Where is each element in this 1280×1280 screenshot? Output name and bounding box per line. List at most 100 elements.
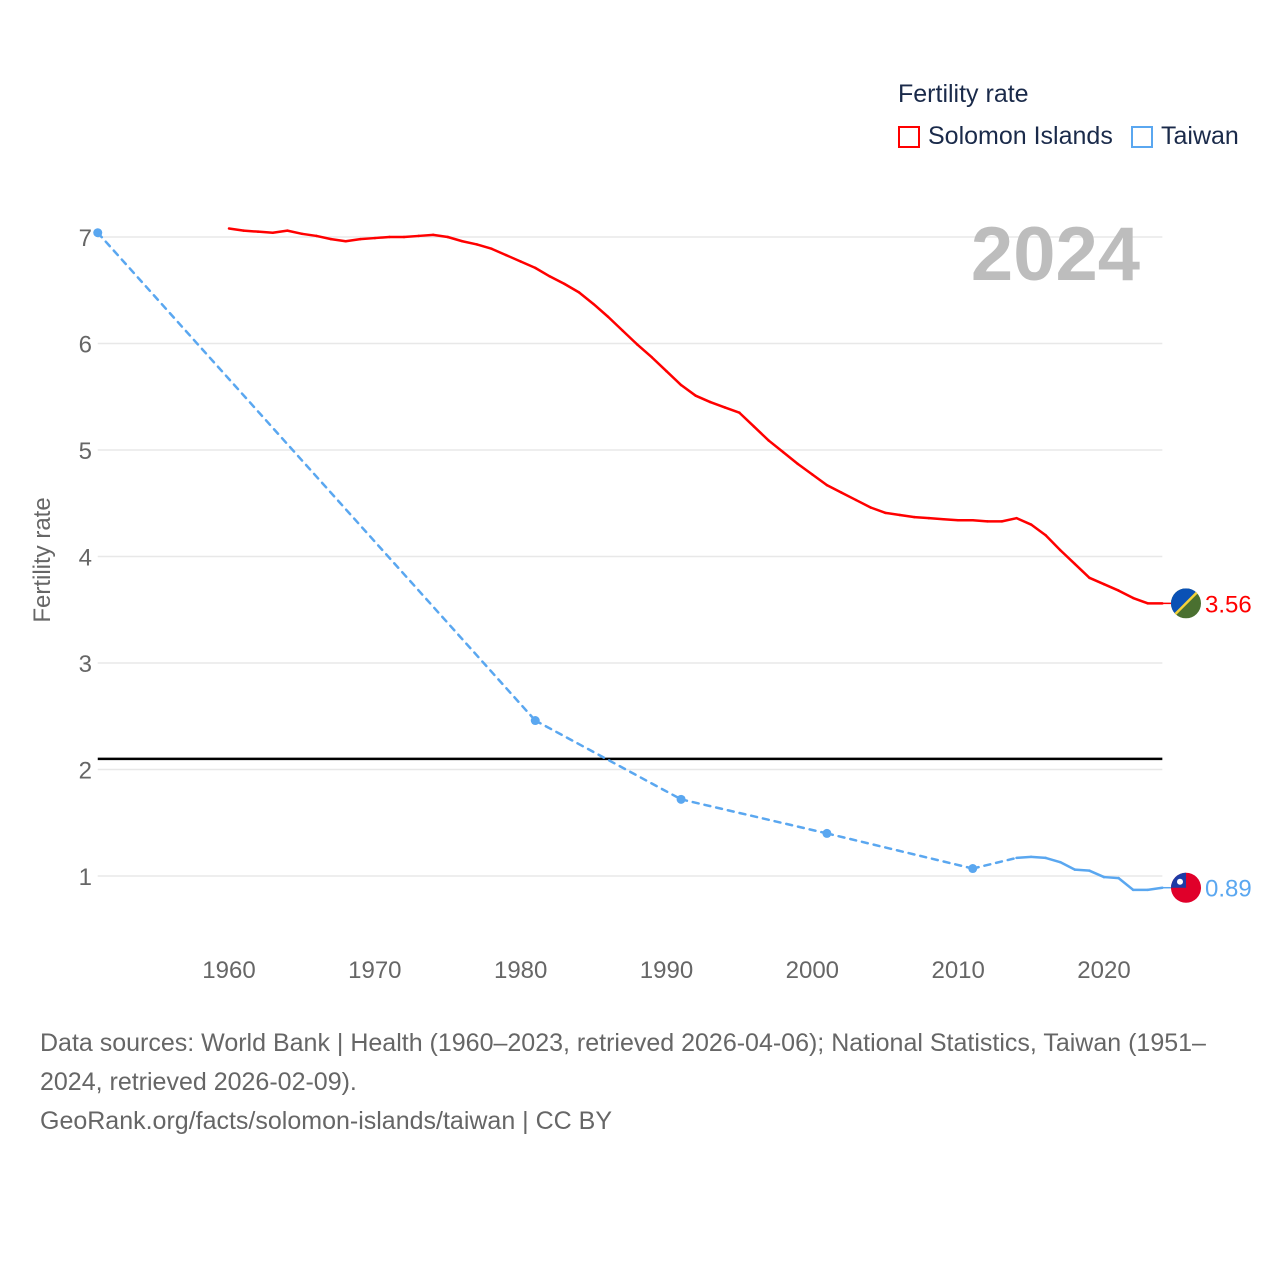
series-segment bbox=[417, 233, 435, 238]
series-segment bbox=[1146, 886, 1164, 892]
x-tick-label: 1960 bbox=[202, 957, 255, 984]
series-segment bbox=[490, 247, 508, 257]
data-sources: Data sources: World Bank | Health (1960–… bbox=[40, 1029, 1206, 1096]
series-segment bbox=[227, 227, 245, 232]
series-segment bbox=[359, 236, 377, 241]
series-segment bbox=[898, 513, 916, 519]
series-segment bbox=[461, 240, 479, 246]
series-segment bbox=[811, 473, 829, 487]
series-segment bbox=[534, 719, 683, 801]
series-segment bbox=[1131, 596, 1149, 605]
series-segment bbox=[884, 511, 902, 517]
legend-item-solomon-islands[interactable]: Solomon Islands bbox=[898, 122, 1113, 151]
series-segment bbox=[752, 425, 770, 442]
series-segment bbox=[781, 450, 799, 466]
series-segment bbox=[256, 230, 274, 234]
fertility-chart: 1 2 3 4 5 6 7 1960 1970 1980 1990 2000 2010 2020 Ferti… bbox=[29, 212, 1252, 984]
legend-title: Fertility rate bbox=[898, 80, 1029, 108]
legend-swatch bbox=[1131, 125, 1153, 148]
series-segment bbox=[825, 483, 843, 494]
data-point bbox=[676, 794, 686, 804]
end-value-label: 3.56 bbox=[1205, 591, 1252, 618]
data-point bbox=[93, 228, 103, 238]
x-tick-label: 2000 bbox=[786, 957, 839, 984]
series-segment bbox=[927, 516, 945, 521]
series-segment bbox=[869, 506, 887, 515]
series-segment bbox=[709, 400, 727, 409]
data-point bbox=[968, 864, 978, 874]
series-segment bbox=[621, 329, 639, 346]
footer: Data sources: World Bank | Health (1960–… bbox=[40, 1024, 1250, 1141]
series-segment bbox=[344, 237, 362, 243]
series-segment bbox=[548, 275, 566, 286]
series-segment bbox=[679, 798, 829, 835]
series-segment bbox=[534, 266, 552, 278]
series-segment bbox=[431, 233, 449, 239]
series-segment bbox=[1088, 576, 1106, 586]
series-segment bbox=[665, 369, 683, 387]
y-tick-label: 7 bbox=[79, 225, 92, 252]
series-segment bbox=[1044, 533, 1062, 552]
series-segment bbox=[1088, 869, 1106, 879]
legend-label: Taiwan bbox=[1161, 122, 1239, 150]
data-point bbox=[530, 716, 540, 726]
series-segment bbox=[96, 231, 537, 722]
series-segment bbox=[679, 383, 697, 397]
series-segment bbox=[723, 406, 741, 414]
series-segment bbox=[286, 229, 304, 236]
series-segment bbox=[1015, 855, 1033, 860]
series-segment bbox=[1059, 860, 1077, 871]
series-segment bbox=[971, 856, 1018, 870]
legend-item-taiwan[interactable]: Taiwan bbox=[1131, 122, 1239, 151]
series-segment bbox=[300, 232, 318, 238]
series-segment bbox=[563, 282, 581, 294]
series-segment bbox=[694, 394, 712, 404]
series-segment bbox=[854, 498, 872, 509]
x-tick-label: 2010 bbox=[931, 957, 984, 984]
series-segment bbox=[592, 302, 610, 319]
y-axis-label: Fertility rate bbox=[29, 497, 56, 622]
series-segment bbox=[329, 237, 347, 243]
series-segment bbox=[767, 439, 785, 454]
x-tick-label: 1990 bbox=[640, 957, 693, 984]
y-tick-label: 3 bbox=[79, 651, 92, 678]
series-segment bbox=[1029, 855, 1047, 860]
series-segment bbox=[840, 491, 858, 502]
series-segment bbox=[942, 517, 960, 522]
series-segment bbox=[1073, 562, 1091, 580]
data-point bbox=[822, 828, 832, 838]
solomon-islands-flag-icon bbox=[1171, 588, 1201, 619]
legend-label: Solomon Islands bbox=[928, 122, 1113, 150]
series-segment bbox=[971, 519, 989, 523]
series-segment bbox=[519, 260, 537, 270]
taiwan-flag-sun bbox=[1177, 878, 1183, 885]
series-segment bbox=[1117, 876, 1135, 892]
y-tick-label: 4 bbox=[79, 545, 92, 572]
series-segment bbox=[1015, 516, 1033, 526]
series-segment bbox=[1000, 516, 1018, 523]
legend-swatch bbox=[898, 125, 920, 148]
series-segment bbox=[1029, 523, 1047, 537]
series-segment bbox=[606, 315, 624, 332]
series-segment bbox=[577, 291, 595, 306]
x-tick-label: 1980 bbox=[494, 957, 547, 984]
end-value-label: 0.89 bbox=[1205, 876, 1252, 903]
series-segment bbox=[796, 462, 814, 476]
series-segment bbox=[475, 243, 493, 250]
year-title: 2024 bbox=[971, 212, 1140, 297]
series-segment bbox=[315, 234, 333, 241]
series-segment bbox=[373, 235, 391, 240]
credit-link[interactable]: GeoRank.org/facts/solomon-islands/taiwan… bbox=[40, 1107, 613, 1135]
series-segment bbox=[504, 253, 522, 263]
series-segment bbox=[1073, 868, 1091, 872]
y-tick-label: 5 bbox=[79, 438, 92, 465]
series-segment bbox=[1102, 875, 1120, 880]
series-segment bbox=[825, 832, 974, 870]
series-segment bbox=[913, 515, 931, 520]
series-segment bbox=[650, 356, 668, 373]
series-segment bbox=[446, 235, 464, 243]
x-tick-label: 2020 bbox=[1077, 957, 1130, 984]
series-segment bbox=[402, 234, 420, 239]
series-segment bbox=[1102, 582, 1120, 592]
y-tick-label: 6 bbox=[79, 332, 92, 359]
